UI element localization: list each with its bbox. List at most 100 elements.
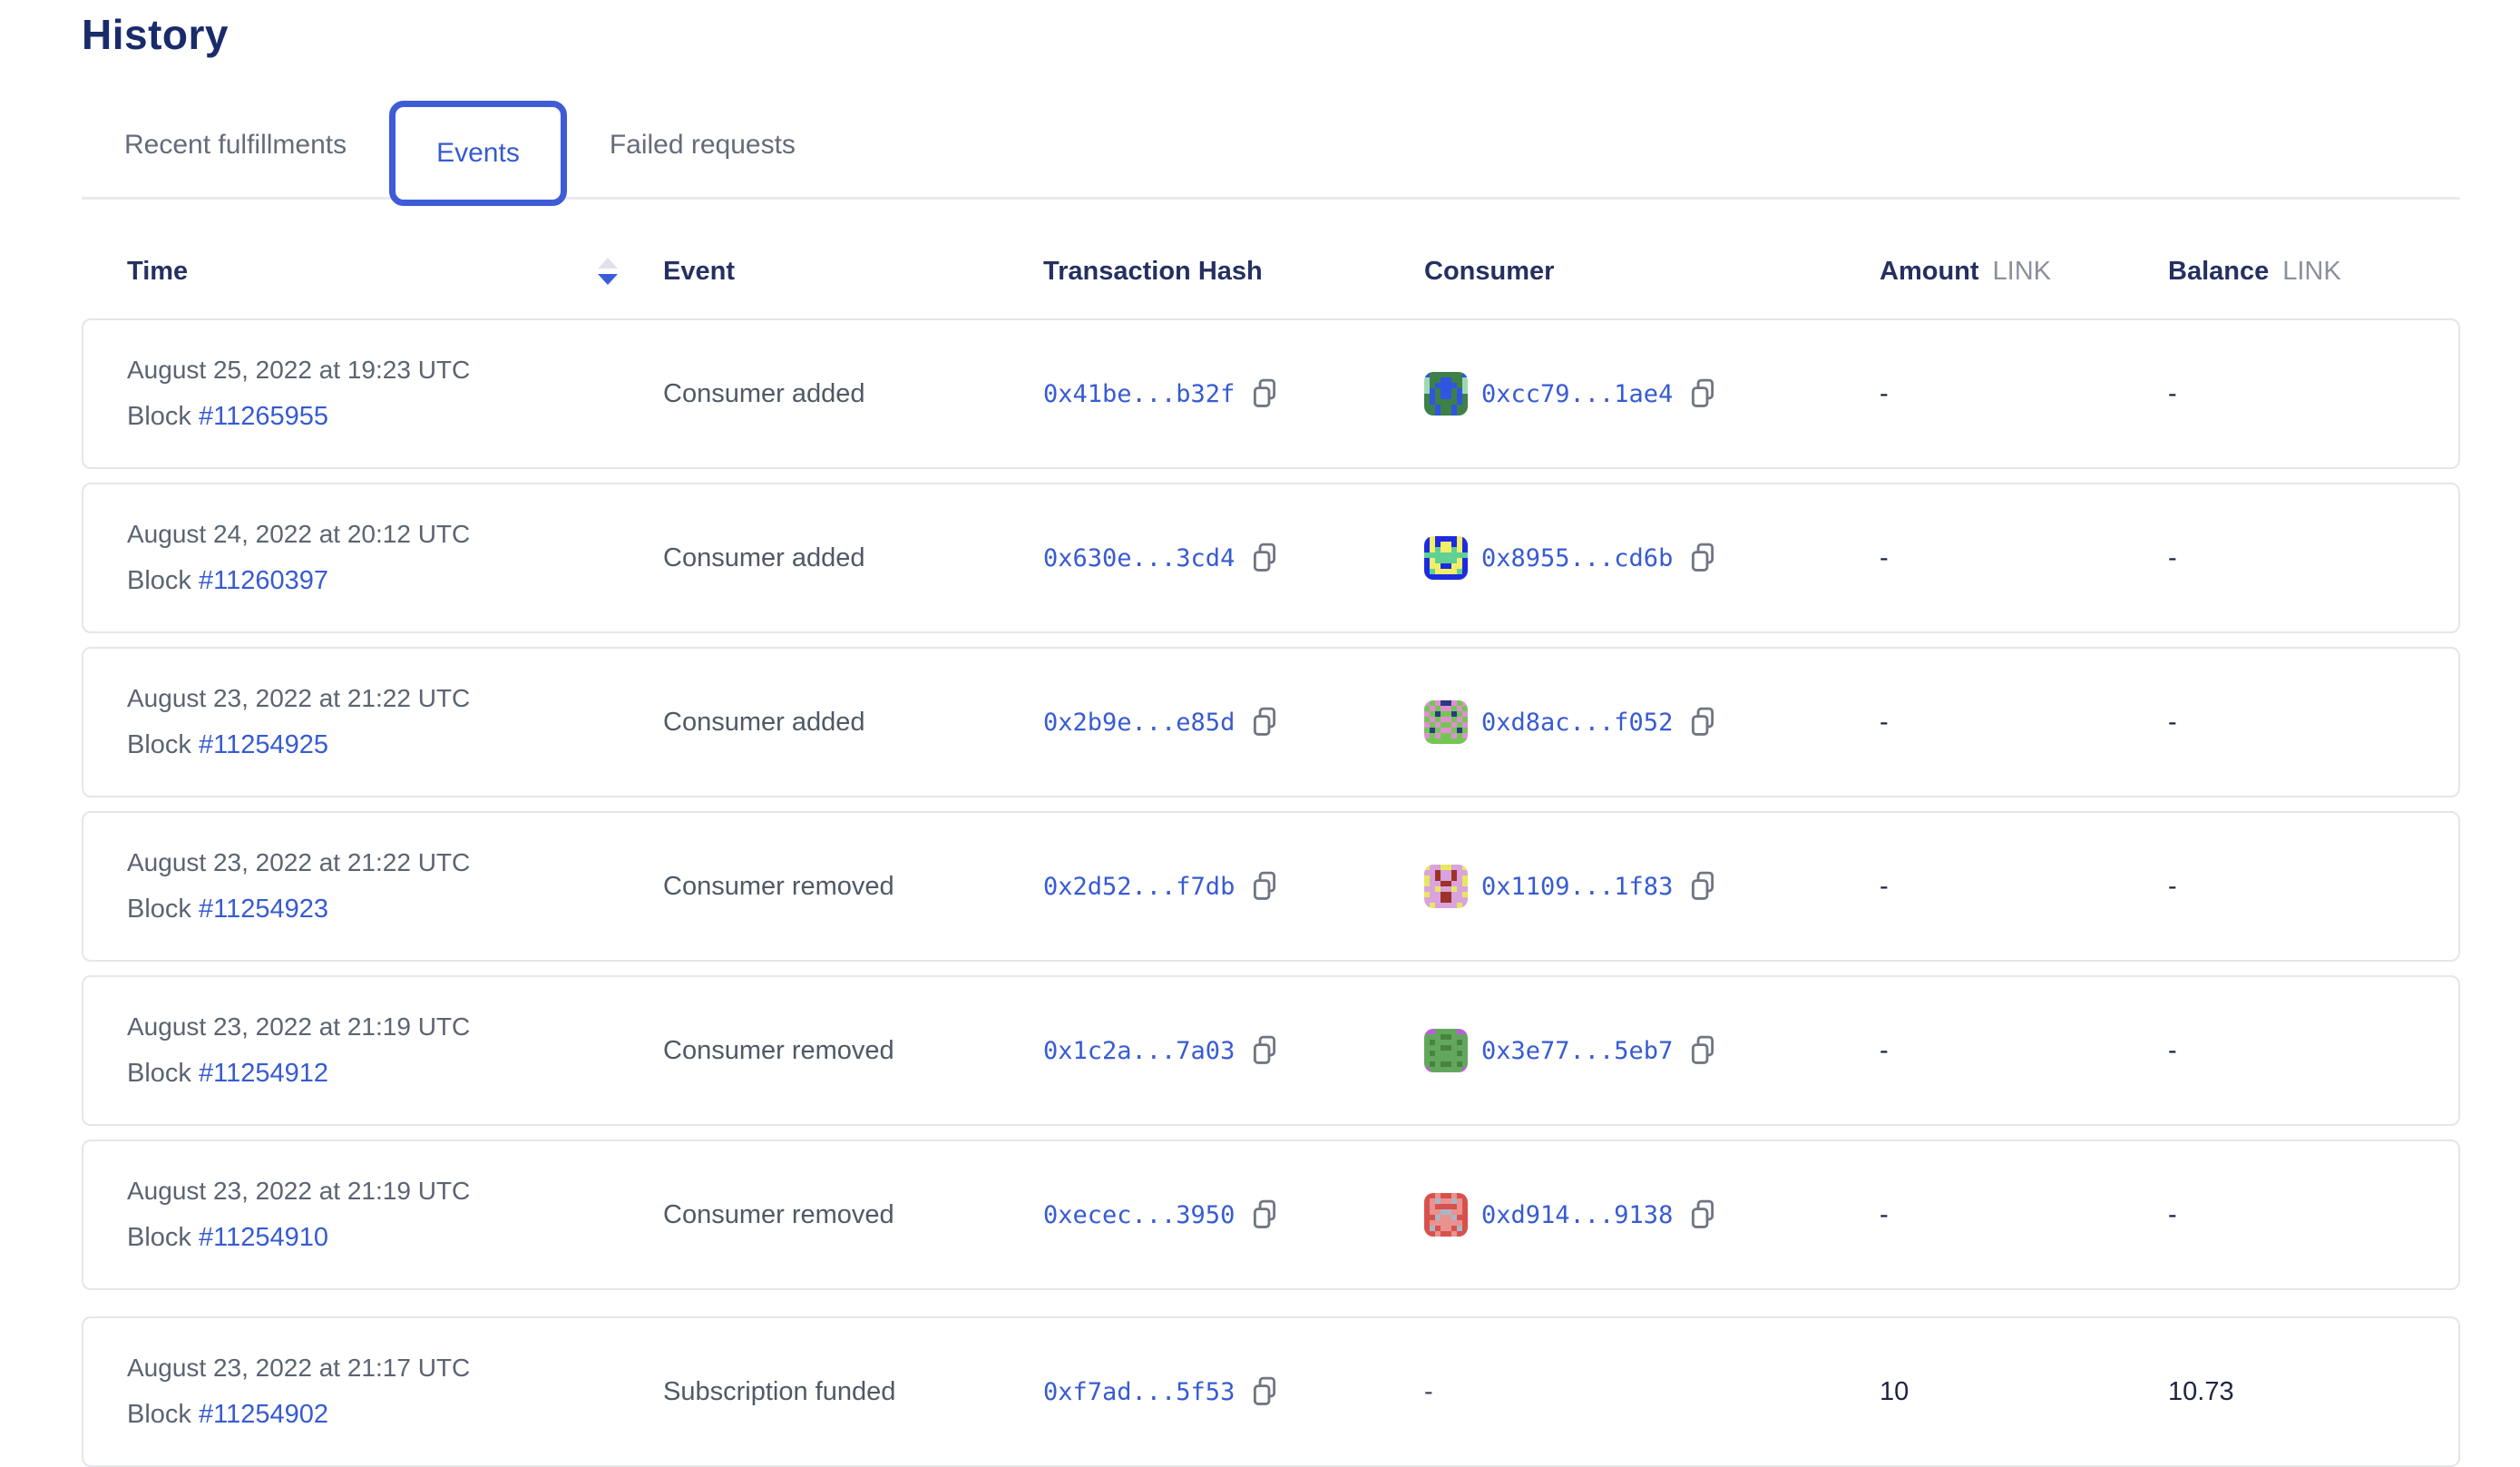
column-header-time[interactable]: Time [127, 256, 663, 287]
consumer-address-link[interactable]: 0xd8ac...f052 [1481, 708, 1674, 737]
page-title: History [82, 11, 229, 58]
tx-hash-link[interactable]: 0x630e...3cd4 [1043, 543, 1236, 572]
row-block: Block #11265955 [127, 402, 663, 432]
copy-icon[interactable] [1687, 541, 1718, 575]
tab-recent-fulfillments[interactable]: Recent fulfillments [124, 130, 347, 160]
copy-icon[interactable] [1687, 377, 1718, 411]
copy-icon[interactable] [1249, 377, 1280, 411]
row-time-cell: August 23, 2022 at 21:22 UTC Block #1125… [127, 848, 663, 924]
copy-icon[interactable] [1249, 705, 1280, 739]
row-timestamp: August 23, 2022 at 21:22 UTC [127, 684, 471, 712]
row-balance: 10.73 [2168, 1376, 2234, 1406]
copy-icon[interactable] [1687, 1198, 1718, 1232]
row-timestamp: August 23, 2022 at 21:19 UTC [127, 1177, 471, 1205]
row-block: Block #11254910 [127, 1223, 663, 1253]
tx-hash-link[interactable]: 0x2b9e...e85d [1043, 708, 1236, 737]
row-block: Block #11260397 [127, 566, 663, 596]
amount-header-label: Amount [1880, 256, 1979, 286]
history-tabs: Recent fulfillments Events Failed reques… [82, 91, 2460, 206]
consumer-address-link[interactable]: 0x1109...1f83 [1481, 872, 1674, 901]
consumer-address-link[interactable]: 0x8955...cd6b [1481, 543, 1674, 572]
table-row: August 23, 2022 at 21:19 UTC Block #1125… [82, 1139, 2460, 1290]
row-tx-hash-cell: 0xf7ad...5f53 [1043, 1374, 1424, 1409]
copy-icon[interactable] [1249, 869, 1280, 904]
tx-hash-link[interactable]: 0x1c2a...7a03 [1043, 1036, 1236, 1065]
copy-icon[interactable] [1249, 1374, 1280, 1409]
block-label: Block [127, 1400, 191, 1429]
table-row: August 23, 2022 at 21:17 UTC Block #1125… [82, 1316, 2460, 1467]
row-block: Block #11254923 [127, 895, 663, 924]
row-amount: - [1880, 543, 1889, 572]
row-event: Consumer added [663, 543, 865, 572]
row-balance: - [2168, 707, 2177, 737]
row-event: Consumer added [663, 707, 865, 737]
copy-icon[interactable] [1687, 705, 1718, 739]
row-event: Consumer removed [663, 1035, 894, 1065]
block-label: Block [127, 566, 191, 595]
sort-desc-icon[interactable] [596, 256, 620, 287]
row-time-cell: August 24, 2022 at 20:12 UTC Block #1126… [127, 520, 663, 596]
tab-events[interactable]: Events [389, 101, 567, 206]
row-timestamp: August 24, 2022 at 20:12 UTC [127, 520, 471, 548]
row-block: Block #11254902 [127, 1400, 663, 1430]
row-timestamp: August 23, 2022 at 21:22 UTC [127, 848, 471, 876]
column-header-consumer: Consumer [1424, 256, 1555, 286]
block-number-link[interactable]: #11254902 [198, 1400, 328, 1429]
block-label: Block [127, 895, 191, 924]
block-number-link[interactable]: #11265955 [198, 402, 328, 431]
row-balance: - [2168, 378, 2177, 408]
copy-icon[interactable] [1249, 541, 1280, 575]
consumer-identicon [1424, 536, 1468, 580]
consumer-address-link[interactable]: 0x3e77...5eb7 [1481, 1036, 1674, 1065]
row-amount: - [1880, 1035, 1889, 1065]
table-row: August 24, 2022 at 20:12 UTC Block #1126… [82, 483, 2460, 633]
copy-icon[interactable] [1687, 1033, 1718, 1068]
row-event: Consumer removed [663, 871, 894, 901]
balance-header-label: Balance [2168, 256, 2270, 286]
block-number-link[interactable]: #11254925 [198, 730, 328, 759]
row-tx-hash-cell: 0x2b9e...e85d [1043, 705, 1424, 739]
tx-hash-link[interactable]: 0xecec...3950 [1043, 1200, 1236, 1229]
row-amount: - [1880, 378, 1889, 408]
tx-hash-link[interactable]: 0x41be...b32f [1043, 379, 1236, 408]
row-balance: - [2168, 543, 2177, 572]
consumer-identicon [1424, 372, 1468, 416]
consumer-identicon [1424, 700, 1468, 744]
row-tx-hash-cell: 0x41be...b32f [1043, 377, 1424, 411]
row-time-cell: August 23, 2022 at 21:19 UTC Block #1125… [127, 1012, 663, 1089]
block-number-link[interactable]: #11260397 [198, 566, 328, 595]
row-time-cell: August 23, 2022 at 21:19 UTC Block #1125… [127, 1177, 663, 1253]
row-balance: - [2168, 1199, 2177, 1229]
row-amount: - [1880, 1199, 1889, 1229]
consumer-address-link[interactable]: 0xcc79...1ae4 [1481, 379, 1674, 408]
row-tx-hash-cell: 0x630e...3cd4 [1043, 541, 1424, 575]
table-row: August 23, 2022 at 21:19 UTC Block #1125… [82, 975, 2460, 1126]
tab-failed-requests[interactable]: Failed requests [609, 130, 796, 160]
column-header-event: Event [663, 256, 735, 286]
tx-hash-link[interactable]: 0xf7ad...5f53 [1043, 1377, 1236, 1406]
block-number-link[interactable]: #11254910 [198, 1223, 328, 1252]
row-balance: - [2168, 1035, 2177, 1065]
row-tx-hash-cell: 0x2d52...f7db [1043, 869, 1424, 904]
history-page: History Recent fulfillments Events Faile… [0, 13, 2520, 1467]
events-table: August 25, 2022 at 19:23 UTC Block #1126… [82, 318, 2460, 1467]
copy-icon[interactable] [1249, 1198, 1280, 1232]
row-consumer-cell: 0xd8ac...f052 [1424, 700, 1880, 744]
row-tx-hash-cell: 0x1c2a...7a03 [1043, 1033, 1424, 1068]
consumer-address-link: - [1424, 1376, 1433, 1406]
row-time-cell: August 25, 2022 at 19:23 UTC Block #1126… [127, 356, 663, 432]
block-label: Block [127, 730, 191, 759]
row-consumer-cell: 0x8955...cd6b [1424, 536, 1880, 580]
consumer-address-link[interactable]: 0xd914...9138 [1481, 1200, 1674, 1229]
row-timestamp: August 23, 2022 at 21:17 UTC [127, 1354, 471, 1382]
table-row: August 23, 2022 at 21:22 UTC Block #1125… [82, 647, 2460, 797]
row-block: Block #11254925 [127, 730, 663, 760]
table-header: Time Event Transaction Hash Consumer Amo… [82, 241, 2460, 301]
copy-icon[interactable] [1249, 1033, 1280, 1068]
copy-icon[interactable] [1687, 869, 1718, 904]
row-timestamp: August 23, 2022 at 21:19 UTC [127, 1012, 471, 1041]
block-number-link[interactable]: #11254923 [198, 895, 328, 924]
tx-hash-link[interactable]: 0x2d52...f7db [1043, 872, 1236, 901]
row-consumer-cell: 0x3e77...5eb7 [1424, 1029, 1880, 1072]
block-number-link[interactable]: #11254912 [198, 1059, 328, 1088]
